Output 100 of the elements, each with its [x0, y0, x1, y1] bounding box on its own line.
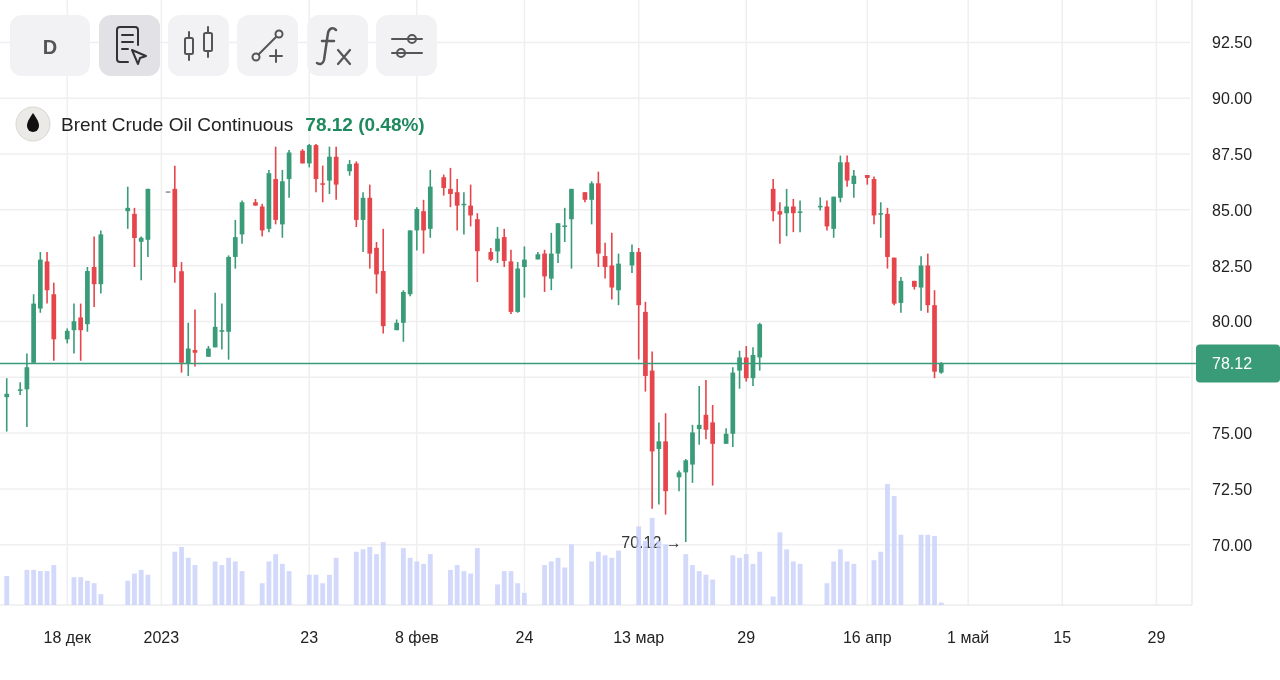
bar	[24, 569, 30, 605]
candlestick	[797, 199, 803, 233]
bar	[185, 557, 191, 605]
x-tick-label: 8 фев	[394, 629, 439, 646]
bar	[683, 554, 689, 605]
bar	[569, 544, 574, 605]
bar	[878, 551, 884, 605]
bar	[616, 550, 621, 605]
candlestick	[4, 377, 10, 433]
x-tick-label: 18 дек	[43, 629, 92, 646]
candlestick	[454, 178, 460, 232]
bar	[542, 565, 547, 605]
y-tick-label: 90.00	[1212, 90, 1253, 108]
y-tick-label: 92.50	[1212, 34, 1253, 52]
bar	[380, 542, 386, 605]
candlestick	[743, 345, 749, 383]
bar	[427, 554, 433, 605]
bar	[837, 549, 843, 605]
bar	[51, 565, 57, 605]
candlestick	[320, 164, 326, 204]
bar	[562, 567, 568, 605]
y-tick-label: 87.50	[1212, 146, 1253, 164]
bar	[690, 565, 695, 605]
bar	[589, 561, 595, 605]
text: 78.12 (0.48%)	[305, 114, 425, 135]
bar	[710, 579, 716, 605]
candlestick	[562, 207, 568, 243]
y-tick-label: 82.50	[1212, 257, 1253, 275]
y-tick-label: 75.00	[1212, 425, 1253, 443]
bar	[232, 561, 238, 605]
candlestick	[784, 188, 789, 237]
annotation: 70.12 →	[621, 534, 682, 552]
bar	[831, 561, 837, 605]
bar	[367, 546, 373, 605]
x-tick-label: 1 май	[947, 629, 990, 646]
candlestick	[878, 201, 884, 239]
bar	[125, 580, 131, 605]
candlestick	[501, 228, 507, 268]
bar	[696, 571, 702, 605]
candlestick	[790, 198, 796, 233]
bar	[730, 555, 736, 605]
bar	[663, 544, 669, 605]
candlestick	[78, 302, 84, 362]
bar	[279, 563, 285, 605]
x-tick-label: 24	[515, 629, 534, 646]
candlestick	[17, 381, 23, 396]
candlestick	[542, 249, 547, 293]
bar	[4, 575, 10, 605]
y-tick-label: 72.50	[1212, 480, 1253, 498]
bar	[932, 536, 937, 605]
bar	[468, 573, 474, 605]
candlestick	[710, 404, 716, 487]
candlestick	[219, 302, 225, 351]
candlestick	[777, 201, 783, 245]
bar	[548, 561, 554, 605]
candlestick	[259, 203, 265, 238]
annotation: D	[42, 36, 58, 58]
bar	[273, 554, 279, 605]
candlestick	[448, 167, 453, 208]
candlestick	[522, 245, 527, 299]
x-tick-label: 29	[1147, 629, 1166, 646]
candlestick	[696, 385, 702, 446]
x-tick-label: 13 мар	[613, 629, 665, 646]
y-tick-label: 70.00	[1212, 536, 1253, 554]
bar	[172, 551, 178, 605]
bar	[515, 583, 521, 605]
x-tick-label: 23	[300, 629, 319, 646]
bar	[84, 580, 90, 605]
bar	[474, 548, 480, 605]
x-tick-label: 16 апр	[842, 629, 892, 646]
bar	[320, 583, 326, 605]
candlestick	[232, 219, 238, 270]
candlestick	[441, 173, 447, 197]
candlestick	[192, 308, 198, 368]
candlestick	[421, 199, 426, 255]
bar	[286, 571, 292, 605]
bar	[885, 484, 890, 605]
candlestick	[327, 145, 332, 195]
bar	[448, 569, 453, 605]
bar	[31, 569, 37, 605]
bar	[353, 551, 359, 605]
x-tick-label: 2023	[143, 629, 180, 646]
text: Brent Crude Oil Continuous	[61, 114, 294, 135]
bar	[226, 557, 232, 605]
candlestick	[468, 183, 473, 228]
ref-line-label: 78.12	[1212, 355, 1253, 373]
y-tick-label: 80.00	[1212, 313, 1253, 331]
candlestick	[683, 458, 689, 543]
bar	[757, 551, 763, 605]
bar	[259, 583, 265, 605]
candlestick	[851, 169, 857, 199]
candlestick	[864, 174, 870, 186]
bar	[306, 574, 312, 605]
candlestick	[495, 226, 500, 264]
bar	[421, 563, 426, 605]
candlestick	[770, 178, 776, 223]
candlestick	[589, 180, 594, 226]
bar	[327, 574, 332, 605]
bar	[743, 554, 749, 605]
bar	[495, 584, 500, 605]
